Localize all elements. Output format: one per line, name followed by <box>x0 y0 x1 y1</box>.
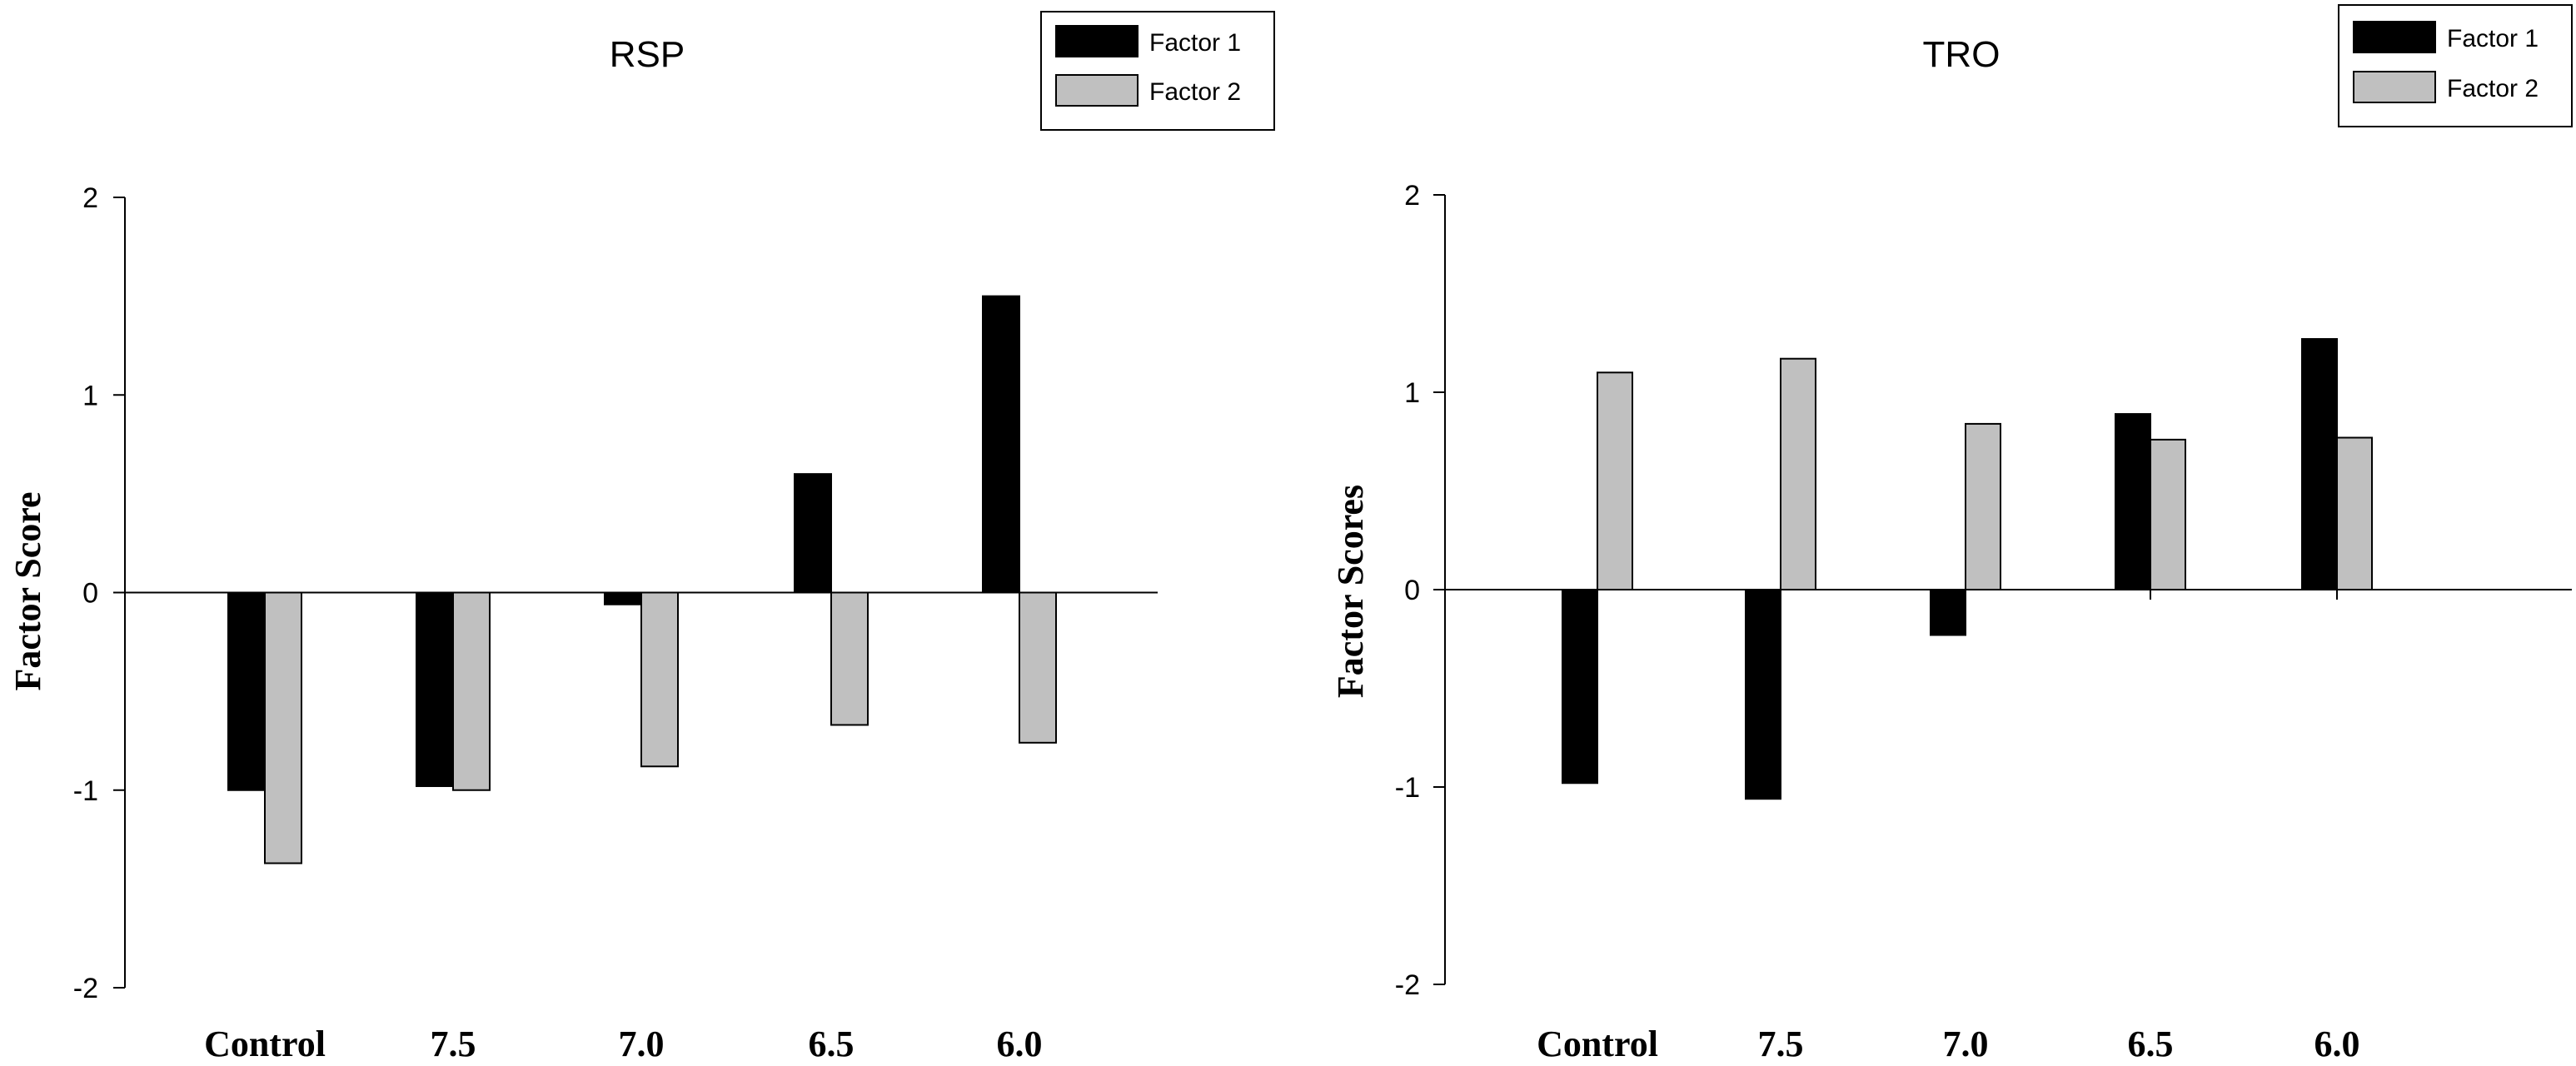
x-category-label: 7.5 <box>431 1024 476 1064</box>
bar-factor-1-control <box>227 591 266 791</box>
y-tick-label: 2 <box>82 182 98 214</box>
x-category-label: 7.0 <box>619 1024 665 1064</box>
bar-factor-2-7-5 <box>1780 357 1816 590</box>
x-category-label: 7.5 <box>1758 1024 1804 1064</box>
x-category-label: 6.0 <box>2314 1024 2360 1064</box>
y-tick-label: 1 <box>1404 377 1420 409</box>
y-tick-label: 0 <box>82 578 98 610</box>
tro-chart: TRO Factor Scores 2 1 0 -1 -2 Control 7.5 7.0 6.… <box>1330 4 2573 1064</box>
bar-factor-2-control <box>1597 371 1633 590</box>
bar-factor-1-6-0 <box>2301 338 2338 590</box>
x-category-label: Control <box>204 1024 326 1064</box>
x-category-label: 6.0 <box>997 1024 1043 1064</box>
bar-factor-1-7-5 <box>416 591 454 788</box>
plot-area: 2 1 0 -1 -2 Control 7.5 7.0 6.5 6.0 <box>73 182 1158 1064</box>
bar-factor-1-6-0 <box>982 295 1020 594</box>
x-category-label: 6.5 <box>809 1024 855 1064</box>
legend-swatch-factor-2 <box>2353 71 2436 103</box>
y-tick-label: -1 <box>73 775 98 807</box>
bar-factor-1-control <box>1562 589 1598 785</box>
legend: Factor 1 Factor 2 <box>1040 11 1275 131</box>
bar-factor-1-7-5 <box>1745 589 1781 800</box>
bar-factor-2-7-5 <box>452 591 491 791</box>
x-category-label: 6.5 <box>2128 1024 2174 1064</box>
y-tick-label: 2 <box>1404 180 1420 212</box>
legend-swatch-factor-1 <box>2353 21 2436 53</box>
chart-title: RSP <box>610 34 685 75</box>
bar-factor-1-7-0 <box>604 591 642 605</box>
legend-swatch-factor-1 <box>1055 25 1139 57</box>
chart-title: TRO <box>1923 34 2001 75</box>
y-tick-label: 1 <box>82 380 98 411</box>
bar-factor-2-control <box>264 591 302 864</box>
legend-label-factor-1: Factor 1 <box>1149 29 1241 57</box>
rsp-chart: RSP Factor Score 2 1 0 -1 -2 Control 7.5 7.0 6.5… <box>7 11 1275 1064</box>
bar-factor-2-6-5 <box>830 591 869 726</box>
bar-factor-1-6-5 <box>794 473 832 594</box>
legend-label-factor-2: Factor 2 <box>1149 78 1241 106</box>
bar-factor-2-6-5 <box>2150 438 2186 590</box>
bar-factor-1-7-0 <box>1930 589 1966 636</box>
bar-factor-2-6-0 <box>2336 436 2373 591</box>
legend-label-factor-1: Factor 1 <box>2447 25 2539 52</box>
bar-factor-1-6-5 <box>2115 413 2151 590</box>
x-category-label: 7.0 <box>1943 1024 1989 1064</box>
y-tick-label: -2 <box>1395 969 1420 1001</box>
y-axis-label: Factor Score <box>7 491 48 690</box>
y-tick-label: -1 <box>1395 772 1420 804</box>
bar-factor-2-7-0 <box>640 591 679 768</box>
plot-area: 2 1 0 -1 -2 Control 7.5 7.0 6.5 6.0 <box>1395 180 2572 1064</box>
legend: Factor 1 Factor 2 <box>2338 4 2573 127</box>
y-tick-label: 0 <box>1404 575 1420 606</box>
y-axis-label: Factor Scores <box>1330 485 1371 698</box>
bar-factor-2-6-0 <box>1019 591 1057 744</box>
legend-label-factor-2: Factor 2 <box>2447 75 2539 102</box>
bar-factor-2-7-0 <box>1965 422 2001 591</box>
y-tick-label: -2 <box>73 973 98 1004</box>
legend-swatch-factor-2 <box>1055 74 1139 107</box>
x-category-label: Control <box>1537 1024 1658 1064</box>
